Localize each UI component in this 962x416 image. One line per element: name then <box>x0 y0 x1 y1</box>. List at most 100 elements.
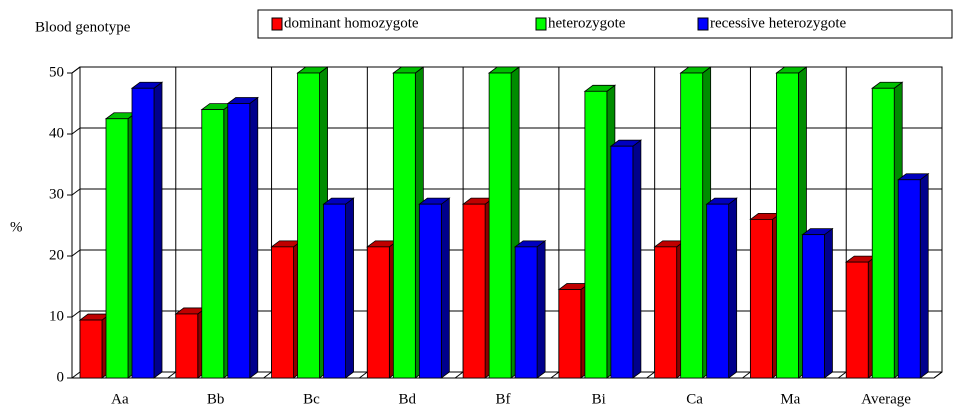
bar-face <box>249 96 259 379</box>
bar <box>557 282 591 379</box>
bar-face <box>802 234 825 379</box>
bar <box>322 197 355 379</box>
bar-face <box>536 240 546 379</box>
bar-face <box>514 246 538 379</box>
bar <box>418 197 451 379</box>
bar <box>749 212 782 379</box>
bar <box>513 240 547 379</box>
legend-label: recessive heterozygote <box>710 15 847 31</box>
x-tick-label: Bd <box>398 391 416 407</box>
y-tick-label: 0 <box>57 369 65 385</box>
bar-face <box>845 261 869 379</box>
bar-face <box>558 289 582 379</box>
bar <box>200 102 233 379</box>
grid-line <box>71 371 81 379</box>
legend-swatch <box>271 17 283 31</box>
bar-face <box>323 203 346 379</box>
bar-face <box>584 90 608 379</box>
bar-face <box>871 87 895 379</box>
bar <box>78 313 112 379</box>
bar <box>679 66 712 379</box>
y-tick-label: 30 <box>49 186 64 202</box>
bar-face <box>297 72 320 379</box>
bar-face <box>79 319 103 379</box>
bar-face <box>366 246 390 379</box>
bar-face <box>462 203 486 379</box>
bar <box>270 240 303 379</box>
y-tick-label: 40 <box>49 125 64 141</box>
bar-face <box>776 72 799 379</box>
x-tick <box>359 371 368 379</box>
bar <box>130 81 164 379</box>
x-tick <box>646 371 655 379</box>
y-tick-label: 10 <box>49 308 64 324</box>
bar-face <box>271 246 294 379</box>
y-tick-label: 50 <box>49 64 64 80</box>
bar <box>897 172 930 379</box>
bar-face <box>201 109 225 379</box>
x-tick <box>454 371 464 379</box>
bar <box>174 307 207 379</box>
legend-label: dominant homozygote <box>284 15 419 31</box>
x-tick <box>933 371 943 379</box>
bar-face <box>610 145 634 379</box>
chart-title: Blood genotype <box>35 19 131 35</box>
x-tick-label: Aa <box>111 391 129 407</box>
bar-face <box>440 197 450 379</box>
grid-line <box>71 310 81 318</box>
grid-line <box>71 249 81 257</box>
bar <box>104 111 138 379</box>
bar-face <box>131 87 155 379</box>
x-tick <box>550 371 560 379</box>
bar <box>296 66 329 379</box>
y-axis-label: % <box>10 219 23 235</box>
x-tick-label: Ma <box>780 391 800 407</box>
legend-swatch <box>697 17 709 31</box>
bar-face <box>488 72 512 379</box>
grid-line <box>71 188 81 196</box>
bar <box>653 240 686 379</box>
bar-face <box>175 313 199 379</box>
bar-face <box>919 172 929 379</box>
grid-line <box>71 127 81 135</box>
bar-face <box>392 72 416 379</box>
bar-face <box>227 103 251 379</box>
x-tick-label: Bc <box>303 391 320 407</box>
legend-label: heterozygote <box>548 15 626 31</box>
x-tick <box>263 371 272 379</box>
x-tick <box>167 371 177 379</box>
bar <box>583 84 617 379</box>
bar <box>775 66 808 379</box>
bar-face <box>632 139 642 379</box>
bar-face <box>897 179 921 379</box>
legend <box>257 9 953 39</box>
bar-face <box>418 203 442 379</box>
x-tick-label: Bi <box>592 391 606 407</box>
bar-face <box>153 81 163 379</box>
bar-face <box>824 227 833 379</box>
bar-face <box>105 118 129 379</box>
bar-face <box>706 203 730 379</box>
legend-swatch <box>535 17 547 31</box>
x-tick-label: Bf <box>496 391 511 407</box>
bar <box>226 96 259 379</box>
bar-face <box>345 197 354 379</box>
grid-line <box>71 66 81 74</box>
bar <box>461 197 495 379</box>
x-tick <box>837 371 847 379</box>
bar <box>366 240 399 379</box>
bar-face <box>728 197 738 379</box>
y-tick-label: 20 <box>49 247 64 263</box>
x-tick-label: Average <box>861 391 911 407</box>
x-tick <box>742 371 751 379</box>
x-tick-label: Ca <box>686 391 703 407</box>
bar-face <box>750 218 773 379</box>
bar <box>487 66 521 379</box>
bar <box>392 66 425 379</box>
bar <box>871 81 904 379</box>
bar <box>609 139 643 379</box>
bar-face <box>680 72 704 379</box>
bar <box>705 197 738 379</box>
bar-face <box>654 246 678 379</box>
